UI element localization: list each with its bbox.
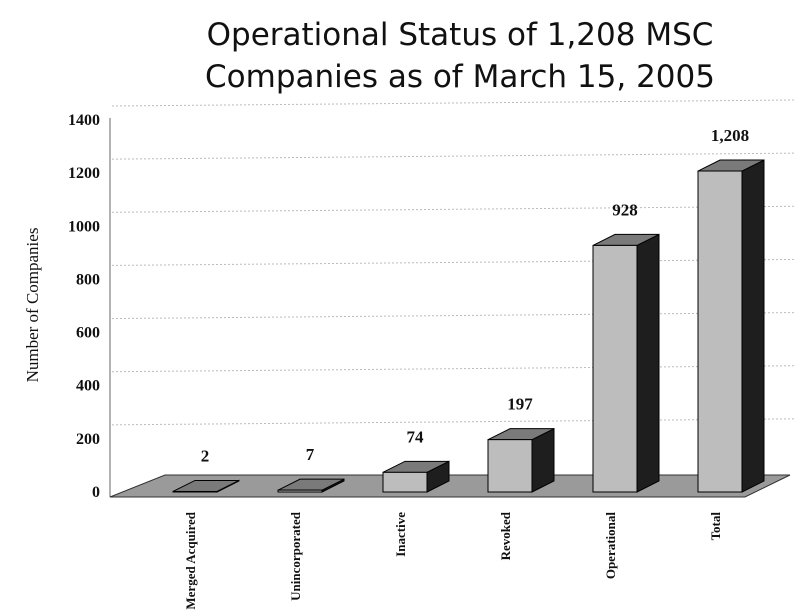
x-tick-label: Revoked xyxy=(498,511,513,560)
bar xyxy=(382,460,450,493)
y-tick-label: 600 xyxy=(76,325,100,342)
x-tick-label: Inactive xyxy=(393,512,408,557)
bar-front xyxy=(277,489,323,493)
x-tick-label: Operational xyxy=(603,512,618,580)
value-label: 74 xyxy=(407,427,425,446)
bar xyxy=(172,479,240,493)
bar-side xyxy=(636,233,660,493)
x-tick-label: Total xyxy=(708,512,723,541)
y-tick-label: 200 xyxy=(76,431,100,448)
grid-line xyxy=(111,205,796,213)
value-label: 2 xyxy=(201,446,210,465)
y-tick-label: 0 xyxy=(92,484,100,501)
x-tick-label: Merged Acquired xyxy=(183,511,198,609)
chart-title: Operational Status of 1,208 MSC Companie… xyxy=(205,17,715,95)
y-tick-label: 1400 xyxy=(68,112,100,129)
value-label: 1,208 xyxy=(711,126,749,145)
grid-line xyxy=(111,152,796,160)
bar xyxy=(697,159,765,493)
value-label: 928 xyxy=(612,200,638,219)
bar xyxy=(592,233,660,493)
y-tick-label: 1200 xyxy=(68,165,100,182)
y-tick-label: 400 xyxy=(76,378,100,395)
value-label: 7 xyxy=(306,445,315,464)
bar xyxy=(277,478,345,493)
bar-front xyxy=(382,471,428,493)
bar-front xyxy=(697,170,743,493)
x-tick-label: Unincorporated xyxy=(288,511,303,601)
grid-line xyxy=(111,258,796,266)
y-axis-label: Number of Companies xyxy=(23,228,42,383)
bar-front xyxy=(592,244,638,493)
grid-line xyxy=(111,312,796,320)
grid-line xyxy=(111,418,796,426)
bar-front xyxy=(487,439,533,493)
bar-side xyxy=(741,159,765,493)
grid-line xyxy=(111,365,796,373)
bar-front xyxy=(172,490,218,493)
value-label: 197 xyxy=(507,395,533,414)
grid-line xyxy=(111,99,796,107)
y-tick-label: 1000 xyxy=(68,218,100,235)
y-tick-label: 800 xyxy=(76,271,100,288)
bar xyxy=(487,427,555,493)
